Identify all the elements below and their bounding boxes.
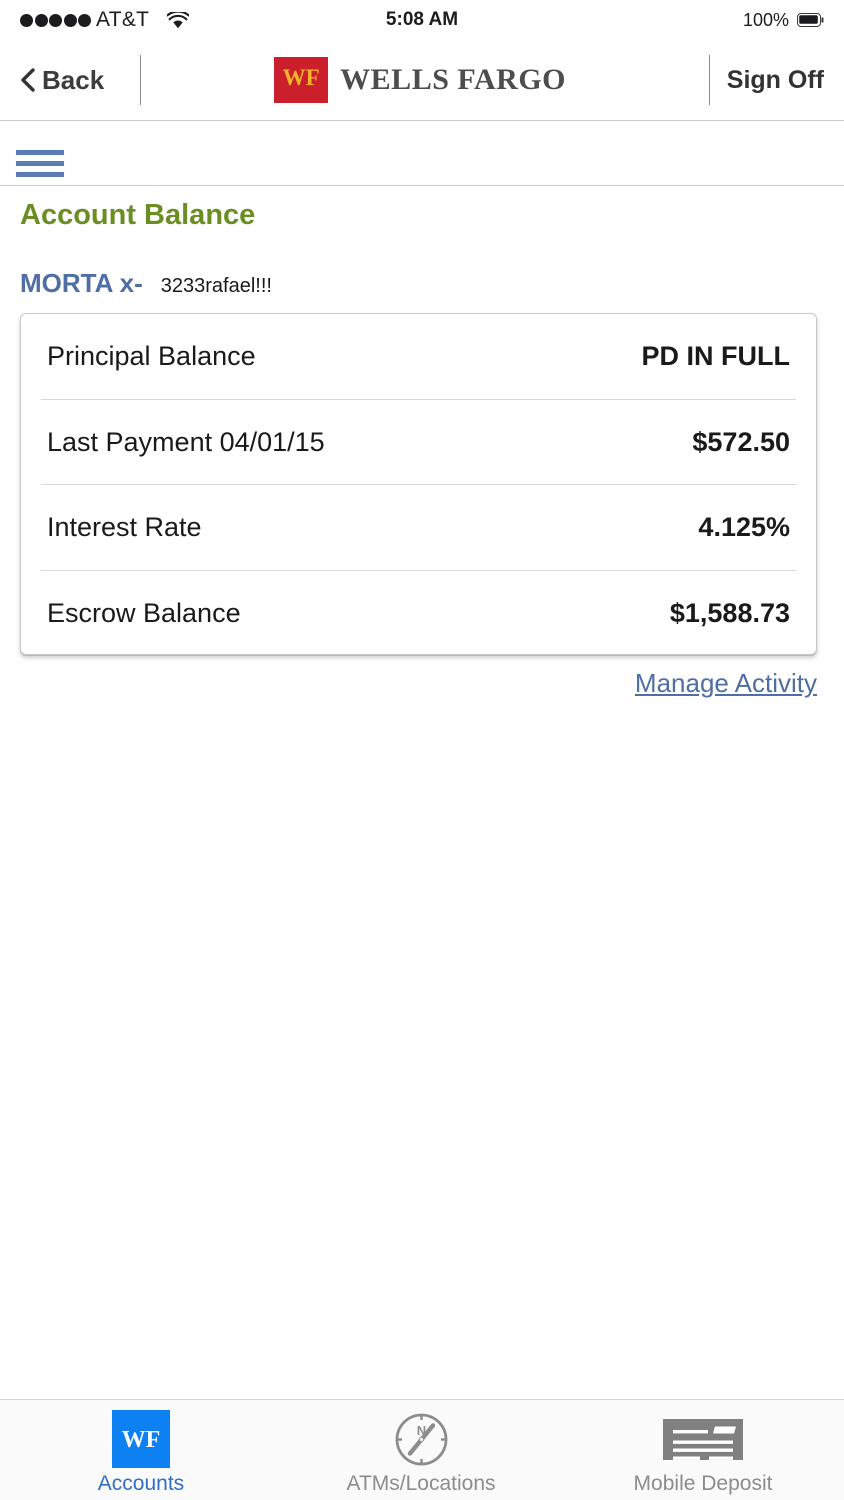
- svg-text:WF: WF: [122, 1427, 161, 1453]
